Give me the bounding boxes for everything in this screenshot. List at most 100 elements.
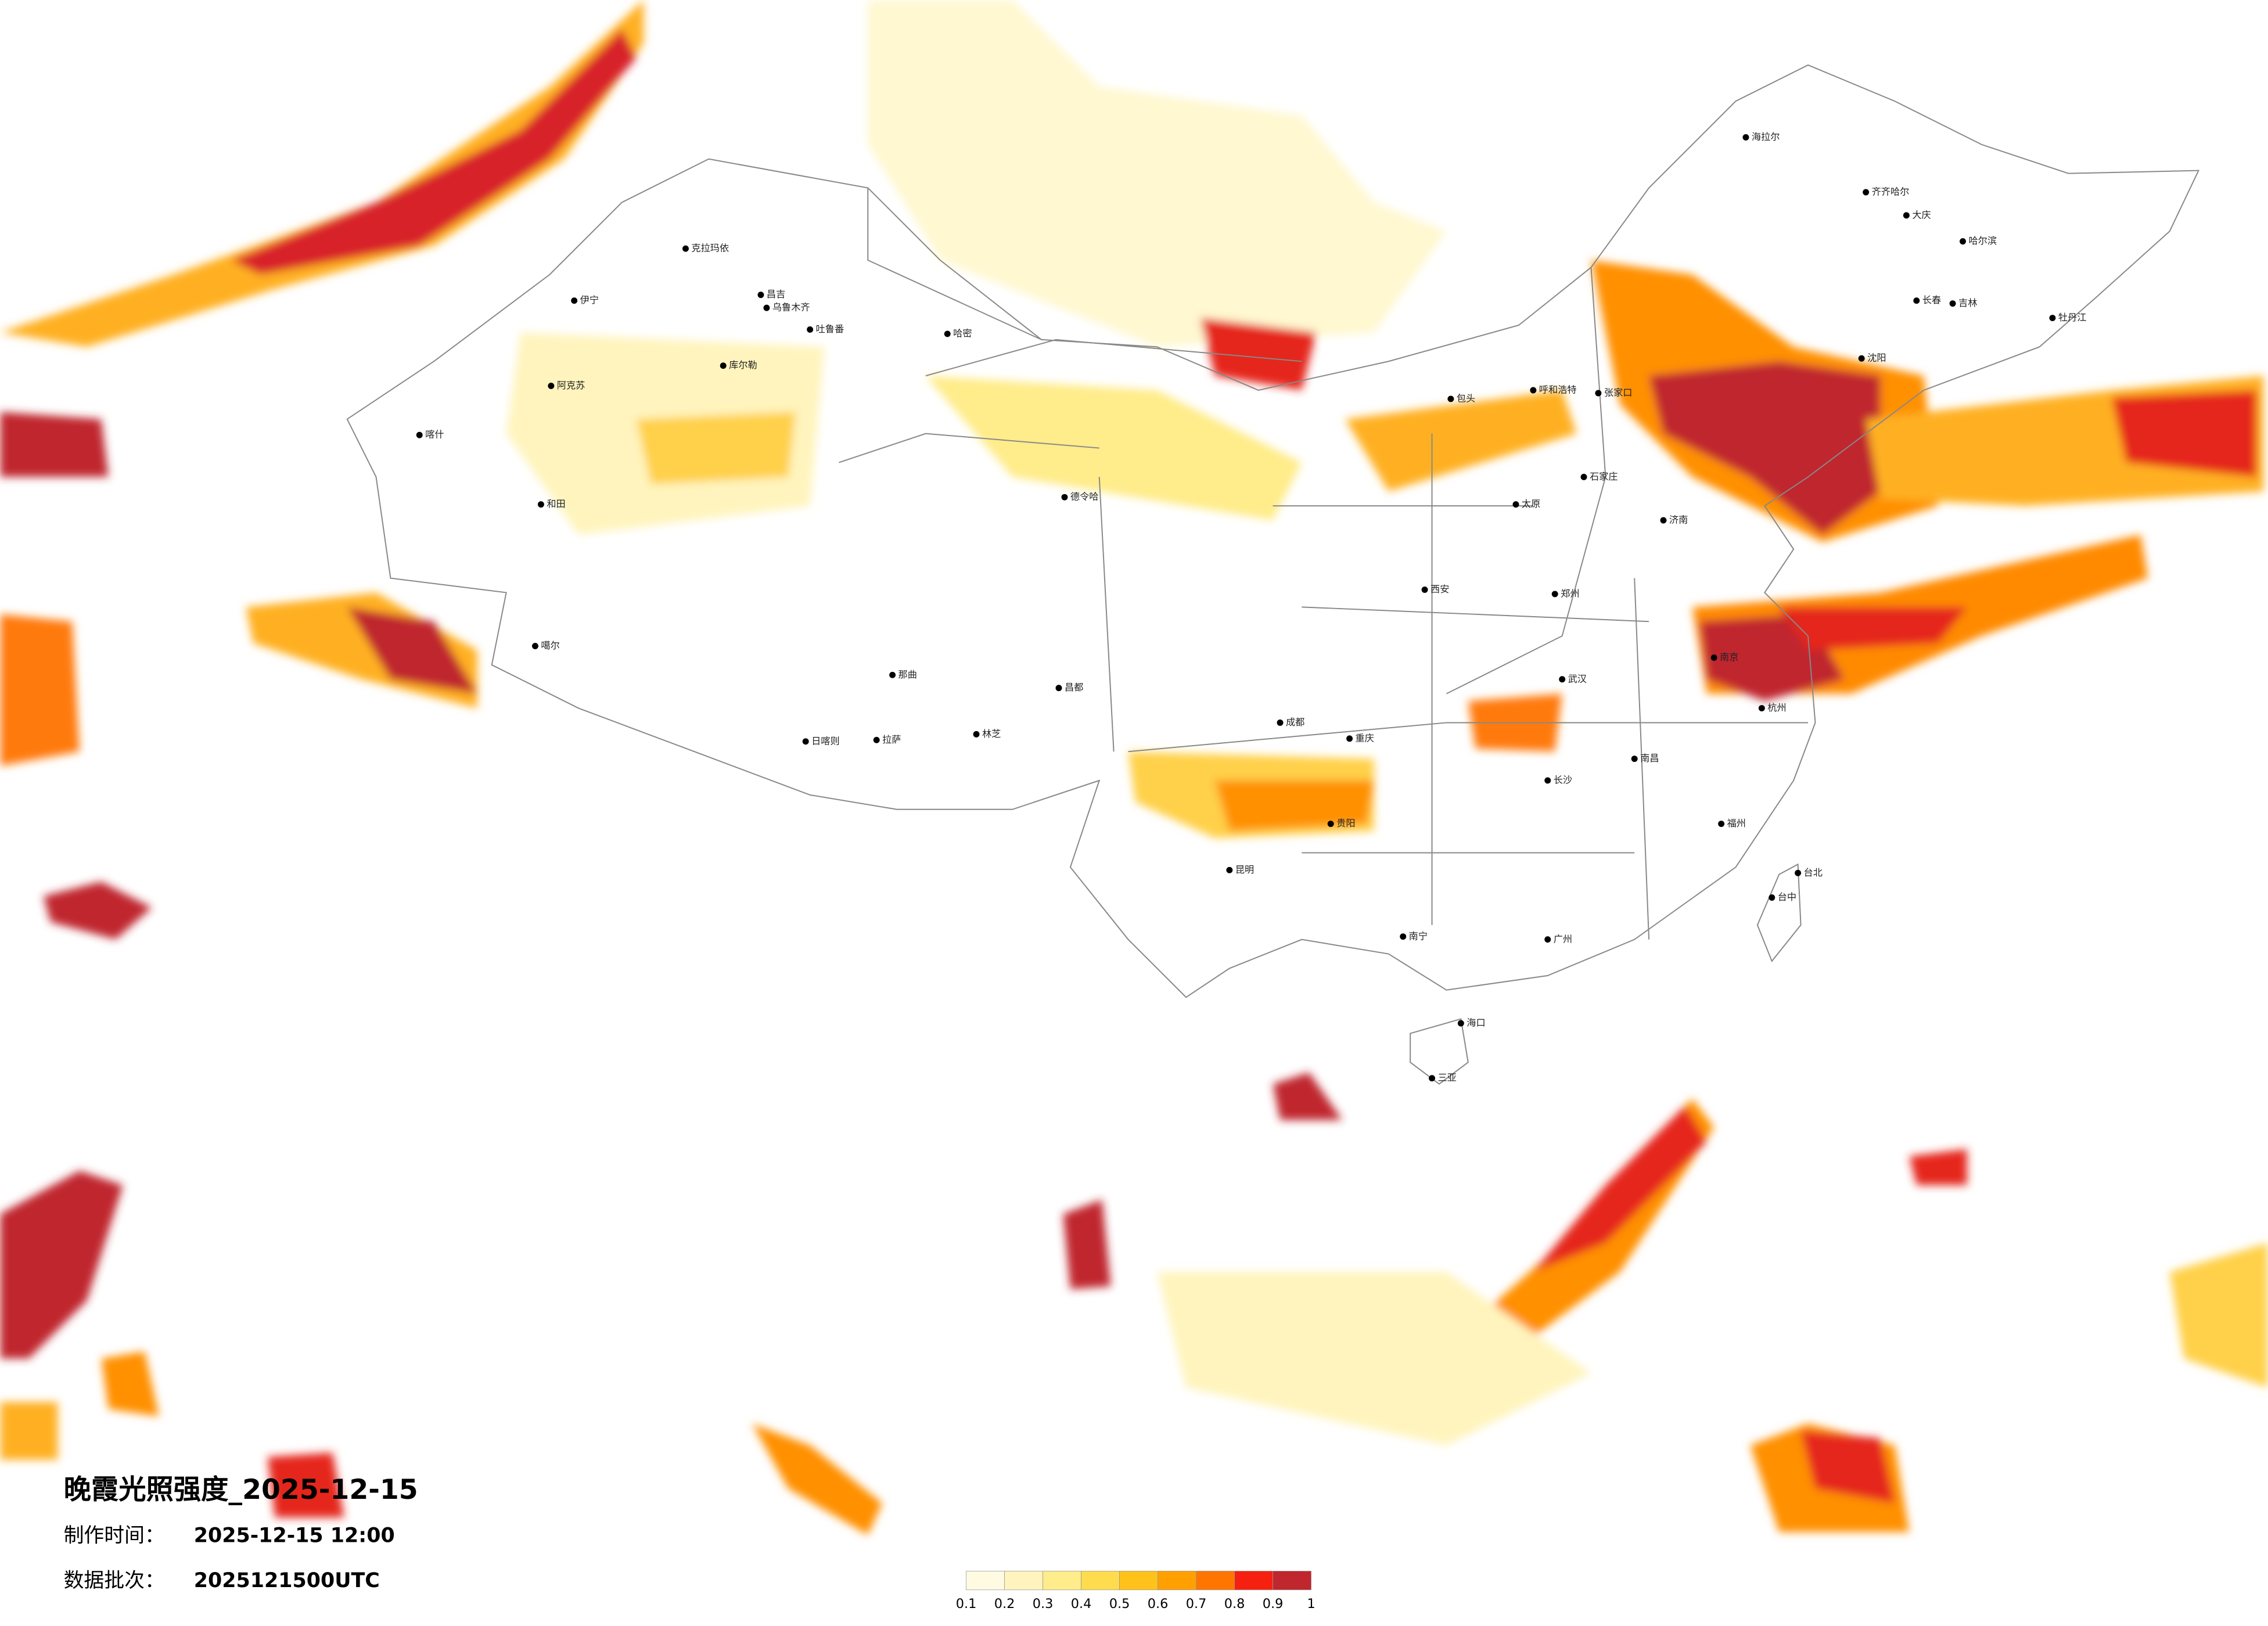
city-dot [537,501,544,508]
city-dot [1400,933,1407,940]
city-label: 库尔勒 [729,359,757,370]
city-label: 三亚 [1437,1072,1456,1083]
city-dot [682,245,689,252]
colorbar-box [966,1571,1005,1591]
city-dot [1913,297,1920,304]
colorbar-tick: 0.4 [1071,1596,1092,1611]
colorbar-tick: 0.3 [1033,1596,1054,1611]
city-label: 台中 [1778,891,1796,902]
city-label: 长春 [1922,294,1941,305]
city-dot [416,431,423,438]
colorbar-box [1196,1571,1235,1591]
colorbar-tick: 0.8 [1224,1596,1245,1611]
city-dot [763,304,770,311]
city-label: 林芝 [982,728,1001,739]
colorbar-box [1119,1571,1158,1591]
city-label: 杭州 [1767,702,1786,713]
city-label: 济南 [1669,515,1688,526]
city-label: 南昌 [1640,753,1659,764]
city-label: 福州 [1727,818,1746,829]
city-dot [1660,517,1667,524]
city-label: 广州 [1554,933,1572,944]
boundaries [346,64,2200,1085]
city-dot [1429,1075,1436,1082]
city-label: 拉萨 [882,734,901,745]
city-label: 贵阳 [1336,818,1355,829]
city-label: 伊宁 [580,294,599,305]
city-label: 吐鲁番 [816,323,844,334]
city-dot [1758,705,1765,712]
city-label: 那曲 [898,669,917,680]
colorbar-box [1273,1571,1311,1591]
city-dot [1551,591,1558,598]
city-dot [1580,473,1587,480]
city-label: 南京 [1720,652,1738,663]
colorbar-tick: 0.6 [1148,1596,1169,1611]
city-label: 呼和浩特 [1539,384,1577,395]
city-dot [1858,355,1865,362]
city-dot [873,736,880,743]
city-label: 齐齐哈尔 [1872,186,1910,197]
city-dot [1055,685,1062,692]
city-dot [1710,654,1717,661]
city-dot [548,383,555,390]
city-dot [1421,586,1428,593]
city-dot [1512,501,1519,508]
city-label: 哈尔滨 [1968,235,1997,246]
city-label: 乌鲁木齐 [772,302,810,313]
city-dot [720,362,727,369]
city-label: 成都 [1286,717,1304,728]
city-dot [1346,735,1353,742]
city-label: 昆明 [1235,864,1254,875]
city-dot [807,326,814,333]
city-dot [1530,387,1537,394]
city-dot [1769,894,1775,901]
city-dot [944,330,951,337]
city-label: 海口 [1467,1017,1485,1028]
city-dot [1742,134,1749,141]
city-dot [973,731,980,738]
city-dot [802,738,809,745]
colorbar-box [1043,1571,1081,1591]
city-dot [1795,869,1802,876]
city-dot [889,671,896,678]
colorbar-box [1158,1571,1196,1591]
city-dot [1949,300,1956,307]
city-label: 太原 [1522,498,1540,509]
city-label: 沈阳 [1867,352,1886,364]
city-label: 和田 [547,498,565,509]
city-label: 日喀则 [811,735,840,746]
city-label: 重庆 [1356,732,1374,743]
info-value: 2025-12-15 12:00 [194,1524,395,1548]
city-dot [1447,395,1454,402]
city-label: 武汉 [1568,673,1587,684]
city-label: 长沙 [1554,775,1572,786]
city-label: 昌都 [1065,682,1083,693]
city-dot [531,643,538,650]
city-label: 包头 [1457,393,1475,404]
city-dot [1559,676,1566,683]
colorbar-tick: 0.1 [956,1596,977,1611]
heat-layer [0,0,2268,1535]
info-value: 2025121500UTC [194,1569,380,1592]
city-dot [1277,719,1284,726]
city-label: 牡丹江 [2058,312,2087,323]
city-label: 大庆 [1912,209,1931,220]
colorbar: 0.1 0.2 0.3 0.4 0.5 0.6 0.7 0.8 0.9 1 [956,1571,1315,1611]
info-label: 制作时间： [64,1524,165,1548]
city-dot [1903,212,1910,219]
colorbar-tick: 1 [1307,1596,1315,1611]
city-label: 昌吉 [767,289,785,300]
colorbar-tick: 0.9 [1263,1596,1284,1611]
colorbar-tick: 0.5 [1109,1596,1130,1611]
city-label: 郑州 [1561,588,1579,599]
city-label: 克拉玛依 [691,243,729,254]
city-dot [1544,936,1551,943]
city-dot [571,297,578,304]
city-label: 台北 [1804,867,1823,878]
city-label: 海拉尔 [1752,131,1780,142]
city-dot [1327,821,1334,828]
colorbar-box [1081,1571,1120,1591]
